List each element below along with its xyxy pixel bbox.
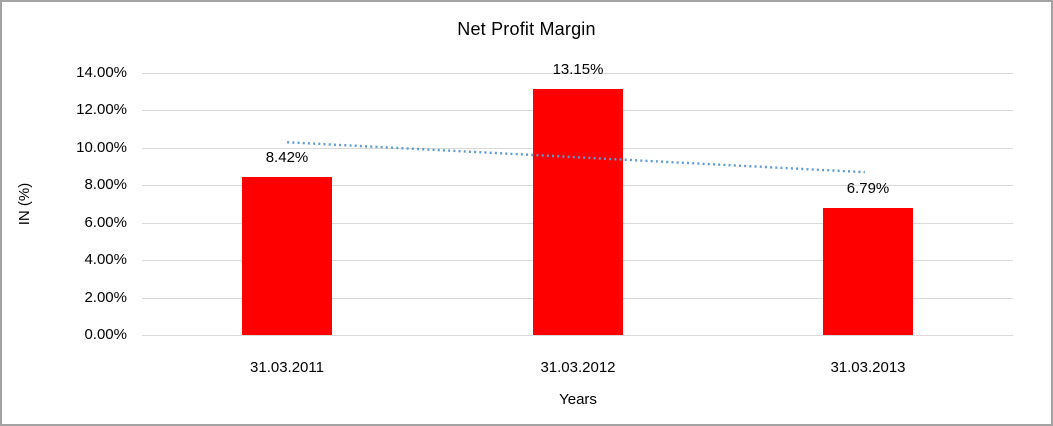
gridline xyxy=(142,335,1013,336)
y-tick-label: 8.00% xyxy=(84,176,127,193)
y-tick-label: 12.00% xyxy=(76,101,127,118)
y-tick-label: 10.00% xyxy=(76,139,127,156)
bar xyxy=(533,89,623,335)
bar-value-label: 6.79% xyxy=(846,180,890,197)
bar-value-label: 13.15% xyxy=(552,61,604,78)
bar-value-label: 8.42% xyxy=(265,149,309,166)
y-tick-label: 0.00% xyxy=(84,326,127,343)
y-tick-label: 6.00% xyxy=(84,214,127,231)
bar xyxy=(242,177,332,335)
x-tick-label: 31.03.2013 xyxy=(830,359,906,376)
bar xyxy=(823,208,913,335)
x-tick-label: 31.03.2011 xyxy=(250,359,324,376)
x-axis-title: Years xyxy=(559,391,597,408)
x-tick-label: 31.03.2012 xyxy=(540,359,616,376)
y-tick-label: 2.00% xyxy=(84,289,127,306)
chart-title: Net Profit Margin xyxy=(457,19,596,39)
gridline xyxy=(142,73,1013,74)
y-tick-label: 14.00% xyxy=(76,64,127,81)
y-axis-title: IN (%) xyxy=(16,182,33,226)
y-tick-label: 4.00% xyxy=(84,251,127,268)
